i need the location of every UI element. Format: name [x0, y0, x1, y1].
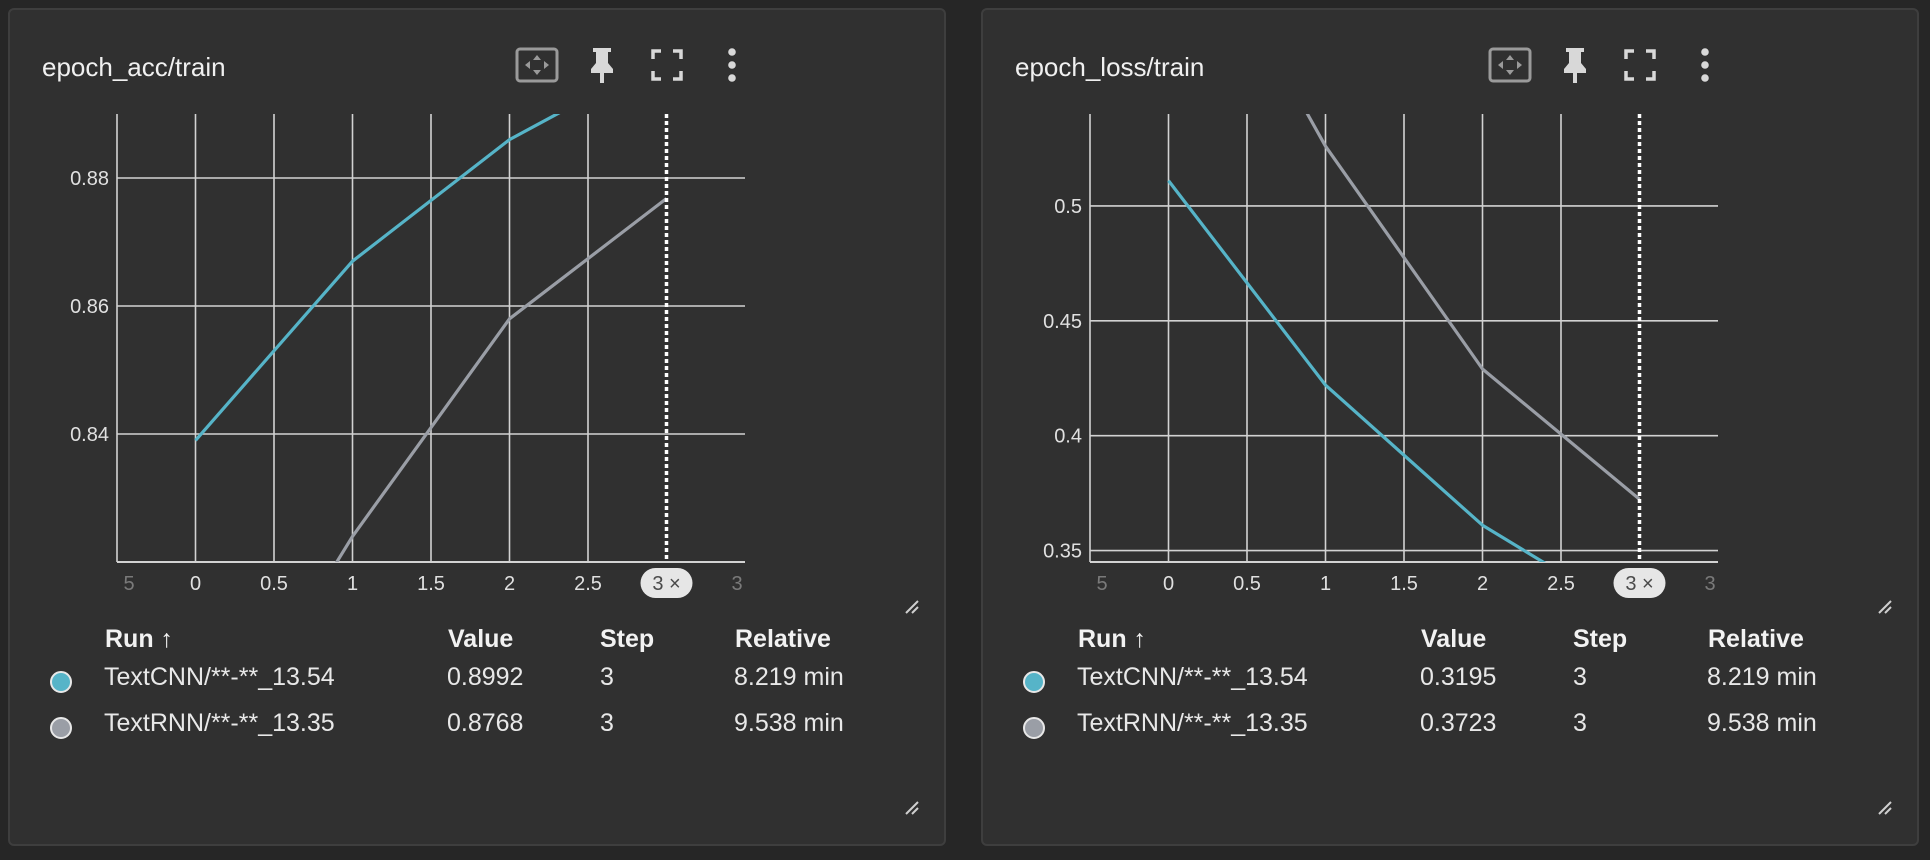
fit-domain-icon: [515, 47, 559, 83]
card-title: epoch_loss/train: [1015, 52, 1205, 82]
x-tick-label: 2: [1477, 573, 1488, 595]
series-line-textrnn: [1305, 114, 1641, 501]
fit-domain-icon: [1488, 47, 1532, 83]
more-vert-icon: [1701, 48, 1709, 82]
x-tick-label: 1.5: [417, 573, 445, 595]
x-tick-label-clipped: 3: [731, 573, 742, 595]
y-tick-label: 0.45: [1043, 311, 1082, 333]
hover-step-badge: 3 ×: [640, 568, 693, 598]
pin-button[interactable]: [575, 40, 629, 90]
column-header-run[interactable]: Run ↑: [1078, 625, 1147, 653]
hover-step-badge: 3 ×: [1613, 568, 1666, 598]
x-tick-label: 1: [347, 573, 358, 595]
hover-badge-bg: [1613, 568, 1666, 598]
run-color-swatch[interactable]: [1023, 671, 1045, 693]
x-tick-label-clipped: 5: [123, 573, 134, 595]
run-step: 3: [1573, 709, 1587, 737]
run-name: TextRNN/**-**_13.35: [104, 709, 335, 737]
run-relative: 8.219 min: [734, 663, 844, 691]
y-tick-label: 0.84: [70, 424, 109, 446]
resize-handle-icon[interactable]: [902, 597, 922, 617]
run-name: TextRNN/**-**_13.35: [1077, 709, 1308, 737]
more-vert-icon: [728, 48, 736, 82]
table-row: TextCNN/**-**_13.54 0.3195 3 8.219 min: [983, 663, 1921, 709]
run-value: 0.8992: [447, 663, 524, 691]
x-tick-label-clipped: 3: [1704, 573, 1715, 595]
column-header-relative[interactable]: Relative: [1708, 625, 1804, 653]
y-tick-label: 0.5: [1054, 196, 1082, 218]
resize-handle-icon[interactable]: [902, 798, 922, 818]
fit-domain-button[interactable]: [1483, 40, 1537, 90]
run-value: 0.3723: [1420, 709, 1497, 737]
table-row: TextRNN/**-**_13.35 0.3723 3 9.538 min: [983, 709, 1921, 755]
series-line-textrnn: [334, 197, 668, 562]
x-tick-label-clipped: 5: [1096, 573, 1107, 595]
run-value: 0.3195: [1420, 663, 1497, 691]
x-tick-label: 1: [1320, 573, 1331, 595]
series-line-textcnn: [194, 114, 561, 442]
column-header-value[interactable]: Value: [1421, 625, 1487, 653]
run-name: TextCNN/**-**_13.54: [1077, 663, 1308, 691]
more-options-button[interactable]: [1678, 40, 1732, 90]
line-chart-epoch-acc[interactable]: 0.84 0.86 0.88 0 0.5 1 1.5 2 2.5 5 3 3 ×: [10, 100, 948, 620]
resize-handle-icon[interactable]: [1875, 597, 1895, 617]
fullscreen-icon: [651, 49, 683, 81]
more-options-button[interactable]: [705, 40, 759, 90]
column-header-step[interactable]: Step: [1573, 625, 1628, 653]
pin-icon: [1564, 48, 1586, 83]
run-name: TextCNN/**-**_13.54: [104, 663, 335, 691]
scalar-card-epoch-loss: epoch_loss/train 0.35 0.4 0.45 0.5 0 0.5 1 1.5 2…: [981, 8, 1919, 846]
fullscreen-button[interactable]: [1613, 40, 1667, 90]
run-step: 3: [600, 663, 614, 691]
series-line-textcnn: [1167, 179, 1547, 562]
pin-button[interactable]: [1548, 40, 1602, 90]
run-step: 3: [600, 709, 614, 737]
run-relative: 8.219 min: [1707, 663, 1817, 691]
x-tick-label: 2: [504, 573, 515, 595]
x-tick-label: 2.5: [1547, 573, 1575, 595]
column-header-run[interactable]: Run ↑: [105, 625, 174, 653]
run-color-swatch[interactable]: [50, 717, 72, 739]
hover-badge-label: 3 ×: [1625, 573, 1653, 595]
pin-icon: [591, 48, 613, 83]
x-tick-label: 0.5: [260, 573, 288, 595]
y-tick-label: 0.4: [1054, 426, 1082, 448]
resize-handle-icon[interactable]: [1875, 798, 1895, 818]
column-header-value[interactable]: Value: [448, 625, 514, 653]
hover-badge-bg: [640, 568, 693, 598]
run-relative: 9.538 min: [734, 709, 844, 737]
fullscreen-button[interactable]: [640, 40, 694, 90]
fullscreen-icon: [1624, 49, 1656, 81]
scalar-card-epoch-acc: epoch_acc/train 0.84 0.86 0.88 0 0.5 1 1.5 2 2.5…: [8, 8, 946, 846]
line-chart-epoch-loss[interactable]: 0.35 0.4 0.45 0.5 0 0.5 1 1.5 2 2.5 5 3 3 ×: [983, 100, 1921, 620]
run-value: 0.8768: [447, 709, 524, 737]
hover-badge-label: 3 ×: [652, 573, 680, 595]
run-color-swatch[interactable]: [1023, 717, 1045, 739]
table-row: TextRNN/**-**_13.35 0.8768 3 9.538 min: [10, 709, 948, 755]
x-tick-label: 0: [1163, 573, 1174, 595]
x-tick-label: 0.5: [1233, 573, 1261, 595]
table-row: TextCNN/**-**_13.54 0.8992 3 8.219 min: [10, 663, 948, 709]
x-tick-label: 2.5: [574, 573, 602, 595]
y-tick-label: 0.86: [70, 296, 109, 318]
fit-domain-button[interactable]: [510, 40, 564, 90]
x-tick-label: 0: [190, 573, 201, 595]
column-header-step[interactable]: Step: [600, 625, 655, 653]
y-tick-label: 0.88: [70, 168, 109, 190]
y-tick-label: 0.35: [1043, 541, 1082, 563]
run-relative: 9.538 min: [1707, 709, 1817, 737]
run-color-swatch[interactable]: [50, 671, 72, 693]
run-step: 3: [1573, 663, 1587, 691]
x-tick-label: 1.5: [1390, 573, 1418, 595]
card-title: epoch_acc/train: [42, 52, 226, 82]
column-header-relative[interactable]: Relative: [735, 625, 831, 653]
